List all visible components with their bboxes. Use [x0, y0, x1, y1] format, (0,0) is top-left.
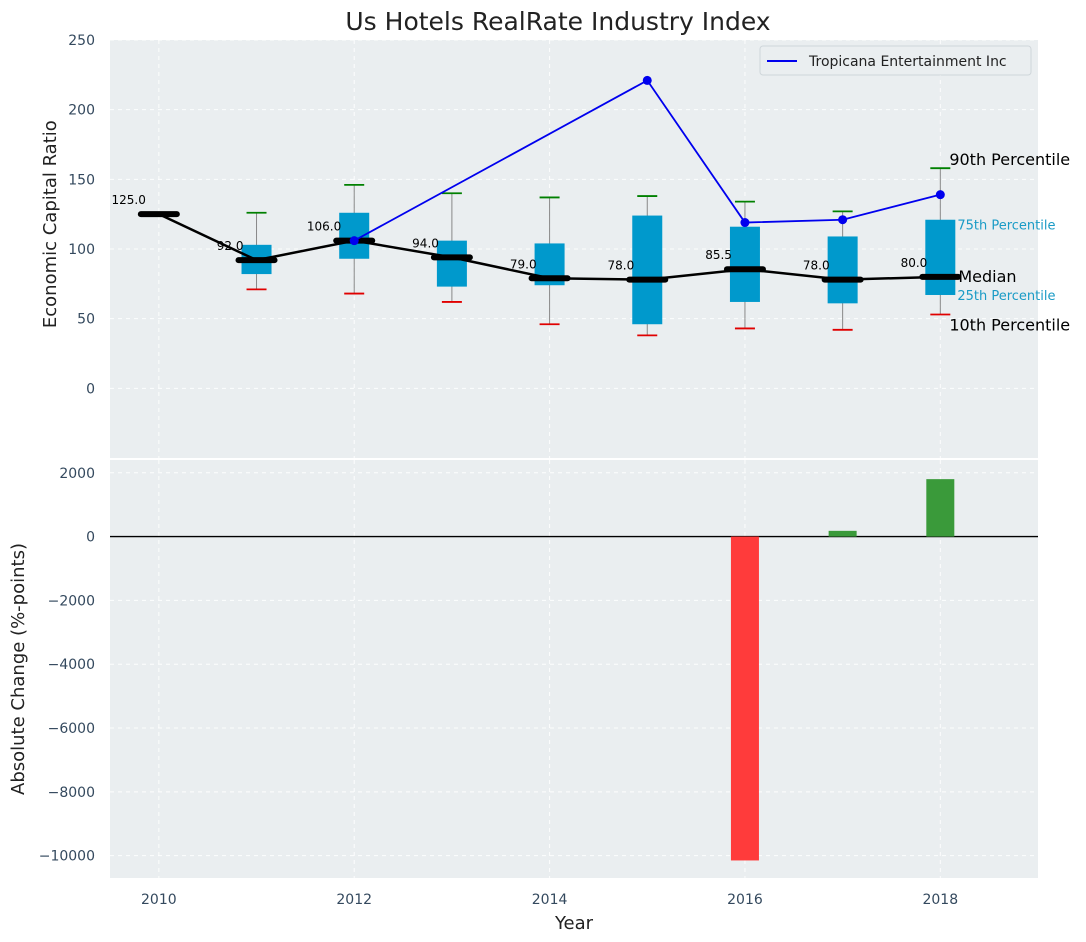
annotation-p25: 25th Percentile	[957, 289, 1055, 304]
bottom-y-tick-label: −6000	[48, 721, 95, 737]
company-series-point	[838, 215, 848, 225]
median-value-label: 125.0	[111, 193, 145, 207]
top-y-axis-label: Economic Capital Ratio	[40, 120, 61, 328]
top-y-tick-label: 50	[77, 312, 95, 328]
change-bar	[730, 536, 759, 861]
annotation-p10: 10th Percentile	[949, 315, 1070, 334]
bottom-y-tick-label: 2000	[59, 466, 95, 482]
median-value-label: 85.5	[705, 248, 732, 262]
median-value-label: 92.0	[217, 239, 244, 253]
change-bar	[828, 530, 857, 537]
legend-box	[759, 45, 1032, 76]
bottom-y-tick-label: 0	[86, 530, 95, 546]
bottom-plot-content	[110, 479, 1038, 861]
company-series-point	[935, 190, 945, 200]
bottom-y-axis-label: Absolute Change (%-points)	[8, 543, 29, 795]
median-value-label: 79.0	[510, 257, 537, 271]
top-y-tick-label: 100	[68, 242, 95, 258]
percentile-box	[632, 215, 663, 325]
bottom-y-ticks: 2000 0 −2000 −4000 −6000 −8000 −10000	[39, 466, 95, 865]
median-value-label: 78.0	[803, 259, 830, 273]
company-series-point	[740, 218, 750, 228]
top-y-ticks: 0 50 100 150 200 250	[68, 33, 95, 397]
top-y-tick-label: 200	[68, 103, 95, 119]
company-series-point	[642, 75, 652, 85]
x-tick-label: 2018	[922, 892, 958, 908]
median-value-label: 94.0	[412, 236, 439, 250]
percentile-box	[827, 236, 858, 304]
top-y-tick-label: 0	[86, 381, 95, 397]
median-value-label: 106.0	[307, 220, 341, 234]
bottom-y-tick-label: −10000	[39, 849, 95, 865]
x-tick-label: 2016	[727, 892, 763, 908]
bottom-x-ticks: 2010 2012 2014 2016 2018	[141, 892, 958, 908]
annotation-p90: 90th Percentile	[949, 150, 1070, 169]
x-axis-label: Year	[554, 913, 594, 934]
company-series-point	[349, 236, 359, 246]
bottom-plot-area	[110, 460, 1038, 878]
bottom-y-tick-label: −8000	[48, 785, 95, 801]
legend: Tropicana Entertainment Inc	[759, 45, 1032, 76]
percentile-box	[729, 226, 760, 302]
percentile-box	[925, 219, 956, 295]
median-value-label: 80.0	[901, 256, 928, 270]
annotation-p75: 75th Percentile	[957, 219, 1055, 234]
top-y-tick-label: 250	[68, 33, 95, 49]
top-y-tick-label: 150	[68, 172, 95, 188]
chart-title: Us Hotels RealRate Industry Index	[345, 7, 770, 36]
legend-label: Tropicana Entertainment Inc	[808, 54, 1007, 70]
percentile-box	[436, 240, 467, 287]
x-tick-label: 2012	[336, 892, 372, 908]
bottom-y-tick-label: −2000	[48, 593, 95, 609]
x-tick-label: 2010	[141, 892, 177, 908]
median-value-label: 78.0	[608, 259, 635, 273]
top-plot-content: 125.0 92.0 106.0 94.0 79.0 78.0 85.5 78.0 80.0 90…	[111, 75, 1070, 337]
x-tick-label: 2014	[532, 892, 568, 908]
change-bar	[926, 479, 955, 537]
annotation-median: Median	[958, 267, 1016, 286]
bottom-y-tick-label: −4000	[48, 657, 95, 673]
